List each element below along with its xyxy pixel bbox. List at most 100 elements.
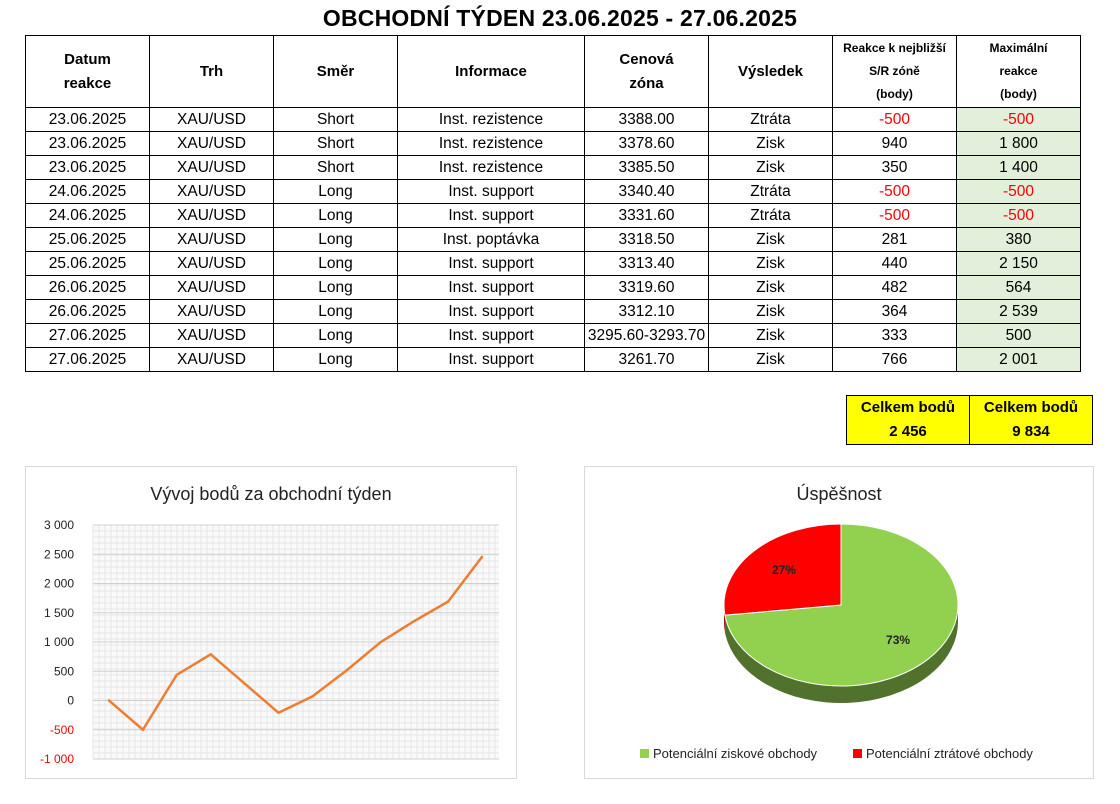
cell-result: Zisk: [708, 299, 833, 324]
cell-reaction: 766: [832, 347, 957, 372]
cell-info: Inst. support: [397, 299, 585, 324]
cell-max-reaction: -500: [956, 203, 1081, 228]
table-row: 25.06.2025 XAU/USD Long Inst. support 3313.4…: [25, 251, 1081, 276]
table-row: 26.06.2025 XAU/USD Long Inst. support 3319.6…: [25, 275, 1081, 300]
cell-direction: Long: [273, 347, 398, 372]
cell-max-reaction: 564: [956, 275, 1081, 300]
y-tick-label: 2 000: [44, 577, 74, 591]
data-point: [480, 555, 484, 559]
header-reakce: Reakce k nejbližší S/R zóně (body): [832, 35, 957, 108]
totals-table: Celkem bodů 2 456 Celkem bodů 9 834: [846, 395, 1093, 445]
data-point: [141, 728, 145, 731]
pie-chart-title: Úspěšnost: [796, 484, 882, 504]
cell-reaction: -500: [832, 203, 957, 228]
cell-result: Zisk: [708, 275, 833, 300]
table-row: 23.06.2025 XAU/USD Short Inst. rezistence 33…: [25, 155, 1081, 180]
total-value: 9 834: [1012, 423, 1050, 440]
header-datum: Datum reakce: [25, 35, 150, 108]
table-row: 24.06.2025 XAU/USD Long Inst. support 3340.4…: [25, 179, 1081, 204]
cell-info: Inst. rezistence: [397, 131, 585, 156]
cell-reaction: -500: [832, 107, 957, 132]
data-point: [277, 711, 280, 714]
header-smer: Směr: [273, 35, 398, 108]
legend-label: Potenciální ziskové obchody: [653, 746, 818, 761]
total-max-reaction: Celkem bodů 9 834: [969, 395, 1093, 445]
cell-result: Zisk: [708, 347, 833, 372]
cell-info: Inst. rezistence: [397, 155, 585, 180]
y-tick-label: 3 000: [44, 518, 74, 532]
cell-result: Zisk: [708, 251, 833, 276]
cell-result: Zisk: [708, 323, 833, 348]
cell-zone: 3295.60-3293.70: [584, 323, 709, 348]
table-row: 23.06.2025 XAU/USD Short Inst. rezistence 33…: [25, 107, 1081, 132]
pie-data-label: 27%: [772, 563, 796, 577]
cell-direction: Long: [273, 323, 398, 348]
y-tick-label: -500: [50, 723, 74, 737]
cell-max-reaction: 1 800: [956, 131, 1081, 156]
cell-date: 27.06.2025: [25, 323, 150, 348]
cell-zone: 3319.60: [584, 275, 709, 300]
cell-date: 23.06.2025: [25, 155, 150, 180]
cell-market: XAU/USD: [149, 179, 274, 204]
data-point: [379, 641, 382, 644]
cell-reaction: 440: [832, 251, 957, 276]
header-informace: Informace: [397, 35, 585, 108]
cell-reaction: 333: [832, 323, 957, 348]
header-trh: Trh: [149, 35, 274, 108]
y-tick-label: 0: [67, 694, 74, 708]
cell-zone: 3388.00: [584, 107, 709, 132]
cell-date: 23.06.2025: [25, 131, 150, 156]
cell-max-reaction: 380: [956, 227, 1081, 252]
cell-max-reaction: 2 150: [956, 251, 1081, 276]
cell-direction: Long: [273, 299, 398, 324]
table-row: 23.06.2025 XAU/USD Short Inst. rezistence 33…: [25, 131, 1081, 156]
cell-direction: Short: [273, 107, 398, 132]
cell-market: XAU/USD: [149, 203, 274, 228]
cell-reaction: 940: [832, 131, 957, 156]
cell-info: Inst. support: [397, 323, 585, 348]
cell-direction: Long: [273, 251, 398, 276]
cell-market: XAU/USD: [149, 131, 274, 156]
table-header-row: Datum reakce Trh Směr Informace Cenová zón…: [25, 35, 1081, 108]
line-chart-title: Vývoj bodů za obchodní týden: [150, 484, 392, 504]
cell-info: Inst. support: [397, 203, 585, 228]
cell-market: XAU/USD: [149, 227, 274, 252]
header-cenova-zona: Cenová zóna: [584, 35, 709, 108]
cell-max-reaction: -500: [956, 179, 1081, 204]
data-point: [175, 673, 179, 676]
cell-market: XAU/USD: [149, 275, 274, 300]
pie-data-label: 73%: [886, 633, 910, 647]
cell-result: Ztráta: [708, 107, 833, 132]
cell-date: 27.06.2025: [25, 347, 150, 372]
data-point: [345, 669, 348, 672]
cell-direction: Short: [273, 155, 398, 180]
cell-info: Inst. support: [397, 347, 585, 372]
data-point: [243, 682, 246, 685]
cell-result: Ztráta: [708, 179, 833, 204]
page-title: OBCHODNÍ TÝDEN 23.06.2025 - 27.06.2025: [322, 5, 798, 31]
table-row: 26.06.2025 XAU/USD Long Inst. support 3312.1…: [25, 299, 1081, 324]
y-tick-label: -1 000: [40, 752, 74, 766]
cell-max-reaction: 2 539: [956, 299, 1081, 324]
pie-slice: [723, 523, 842, 616]
cell-zone: 3331.60: [584, 203, 709, 228]
cell-result: Ztráta: [708, 203, 833, 228]
legend-label: Potenciální ztrátové obchody: [866, 746, 1033, 761]
data-point: [209, 653, 212, 656]
cell-info: Inst. support: [397, 251, 585, 276]
series-line: [108, 556, 483, 731]
cell-direction: Long: [273, 227, 398, 252]
cell-max-reaction: 500: [956, 323, 1081, 348]
cell-info: Inst. support: [397, 275, 585, 300]
table-row: 25.06.2025 XAU/USD Long Inst. poptávka 3318.…: [25, 227, 1081, 252]
cell-max-reaction: -500: [956, 107, 1081, 132]
total-label: Celkem bodů: [860, 399, 956, 416]
cell-info: Inst. poptávka: [397, 227, 585, 252]
pie-chart-panel: Úspěšnost 73% 27% Potenciální ziskové obch…: [584, 466, 1094, 779]
cell-result: Zisk: [708, 227, 833, 252]
y-tick-label: 500: [54, 664, 74, 678]
data-point: [446, 600, 450, 603]
data-point: [311, 695, 314, 698]
header-vysledek: Výsledek: [708, 35, 833, 108]
y-tick-label: 1 000: [44, 635, 74, 649]
